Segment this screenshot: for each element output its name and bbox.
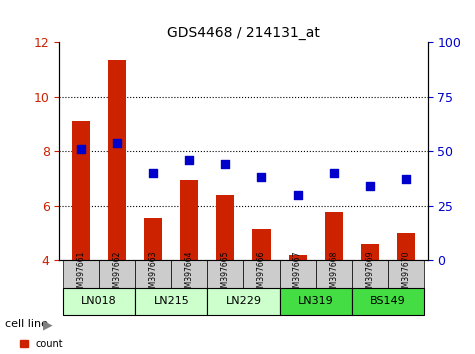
FancyBboxPatch shape	[352, 287, 424, 315]
Point	[114, 140, 121, 145]
FancyBboxPatch shape	[388, 260, 424, 287]
Text: LN229: LN229	[226, 296, 261, 306]
Bar	[108, 60, 126, 260]
Point	[294, 192, 301, 198]
Text: BS149: BS149	[370, 296, 406, 306]
Bar	[397, 233, 415, 260]
Bar	[144, 218, 162, 260]
FancyBboxPatch shape	[171, 260, 208, 287]
Text: GSM397669: GSM397669	[365, 251, 374, 297]
Text: GSM397662: GSM397662	[113, 251, 122, 297]
Text: ▶: ▶	[43, 318, 52, 331]
Legend: count, percentile rank within the sample: count, percentile rank within the sample	[16, 335, 205, 354]
Text: GSM397661: GSM397661	[76, 251, 86, 297]
Text: GSM397664: GSM397664	[185, 251, 194, 297]
FancyBboxPatch shape	[63, 260, 99, 287]
Point	[402, 177, 409, 182]
FancyBboxPatch shape	[279, 260, 315, 287]
Point	[186, 157, 193, 163]
FancyBboxPatch shape	[244, 260, 279, 287]
FancyBboxPatch shape	[315, 260, 352, 287]
Bar	[72, 121, 90, 260]
FancyBboxPatch shape	[99, 260, 135, 287]
FancyBboxPatch shape	[135, 260, 171, 287]
Text: GSM397666: GSM397666	[257, 251, 266, 297]
FancyBboxPatch shape	[208, 260, 244, 287]
FancyBboxPatch shape	[279, 287, 352, 315]
Bar	[217, 195, 235, 260]
Text: cell line: cell line	[5, 319, 48, 329]
FancyBboxPatch shape	[63, 287, 135, 315]
Point	[257, 175, 265, 180]
Point	[330, 170, 337, 176]
Text: GSM397667: GSM397667	[293, 251, 302, 297]
Bar	[180, 180, 199, 260]
Text: LN018: LN018	[81, 296, 117, 306]
Point	[77, 146, 85, 152]
FancyBboxPatch shape	[135, 287, 208, 315]
FancyBboxPatch shape	[208, 287, 279, 315]
Bar	[361, 244, 379, 260]
Bar	[324, 212, 342, 260]
Point	[222, 161, 229, 167]
Title: GDS4468 / 214131_at: GDS4468 / 214131_at	[167, 26, 320, 40]
Point	[150, 170, 157, 176]
Text: LN215: LN215	[153, 296, 189, 306]
Text: GSM397663: GSM397663	[149, 251, 158, 297]
Text: GSM397665: GSM397665	[221, 251, 230, 297]
Bar	[288, 255, 306, 260]
Text: LN319: LN319	[298, 296, 333, 306]
Text: GSM397670: GSM397670	[401, 251, 410, 297]
Text: GSM397668: GSM397668	[329, 251, 338, 297]
Bar	[252, 229, 270, 260]
FancyBboxPatch shape	[352, 260, 388, 287]
Point	[366, 183, 373, 189]
